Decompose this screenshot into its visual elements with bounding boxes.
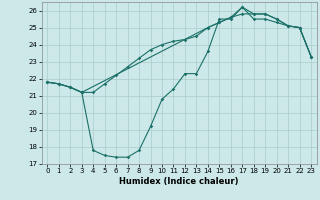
X-axis label: Humidex (Indice chaleur): Humidex (Indice chaleur) <box>119 177 239 186</box>
